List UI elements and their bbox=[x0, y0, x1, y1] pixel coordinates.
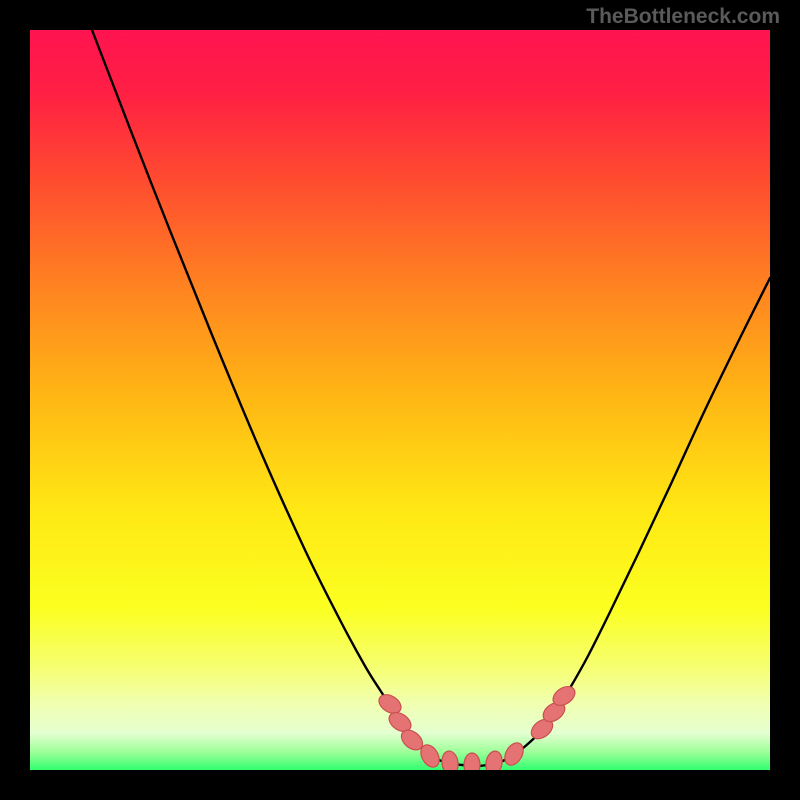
curve-markers bbox=[376, 683, 579, 770]
marker bbox=[464, 753, 480, 770]
watermark-text: TheBottleneck.com bbox=[586, 5, 780, 29]
marker bbox=[501, 740, 527, 769]
marker bbox=[484, 750, 504, 770]
chart-container: TheBottleneck.com bbox=[0, 0, 800, 800]
bottleneck-curve bbox=[92, 30, 770, 766]
marker bbox=[440, 750, 459, 770]
curve-layer bbox=[30, 30, 770, 770]
plot-area bbox=[30, 30, 770, 770]
